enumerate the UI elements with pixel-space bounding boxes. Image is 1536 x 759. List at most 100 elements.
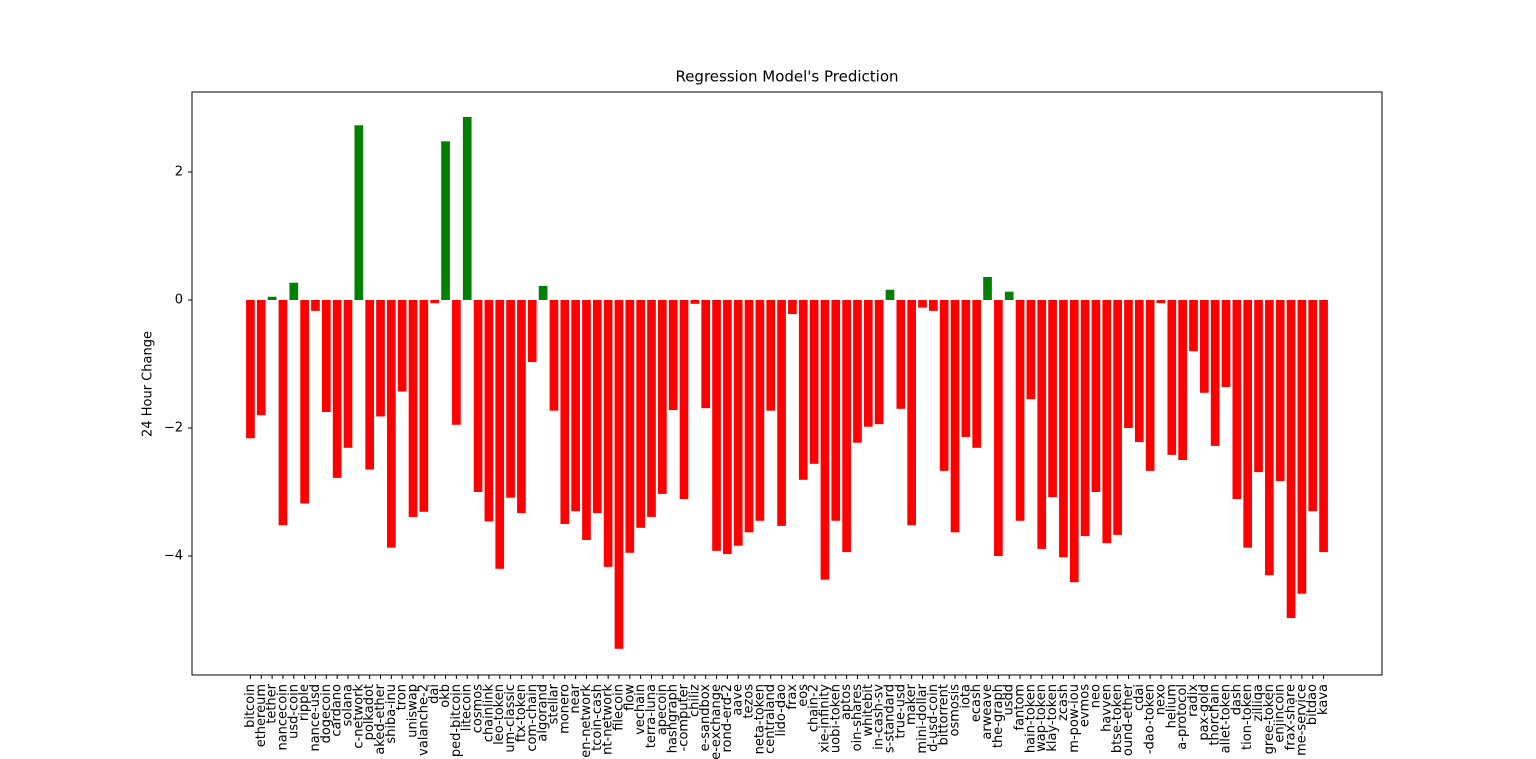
x-tick-label: flow <box>622 684 637 711</box>
bar <box>809 299 819 464</box>
bar <box>874 299 884 425</box>
x-tick-label: tion-token <box>1240 684 1255 750</box>
bar <box>365 299 375 470</box>
bar <box>983 276 992 300</box>
bar <box>1124 299 1133 428</box>
bar <box>473 299 483 492</box>
bar <box>647 299 656 517</box>
bar <box>994 299 1003 556</box>
x-tick-label: neo <box>1088 684 1103 708</box>
bar <box>300 299 309 504</box>
bar <box>885 289 895 300</box>
bar <box>1015 299 1025 521</box>
x-tick-label: e-exchange <box>709 684 724 759</box>
bar <box>907 299 916 526</box>
x-tick-label: aked-ether <box>373 683 388 754</box>
x-tick-label: the-graph <box>991 684 1006 748</box>
x-tick-label: hashgraph <box>666 684 681 753</box>
bar <box>1199 299 1209 393</box>
x-tick-label: mini-dollar <box>915 683 930 753</box>
x-tick-label: filecoin <box>611 684 626 731</box>
bar <box>1037 299 1047 549</box>
x-tick-label: ound-ether <box>1121 683 1136 756</box>
x-tick-label: ftx-token <box>514 684 529 742</box>
x-tick-label: polkadot <box>362 684 377 740</box>
bar <box>1319 299 1328 553</box>
x-tick-label: valanche-2 <box>416 684 431 756</box>
x-tick-label: usd-coin <box>286 684 301 739</box>
bar <box>1156 299 1166 304</box>
bar <box>397 299 407 392</box>
x-tick-label: dai <box>427 684 442 704</box>
bar <box>462 116 472 300</box>
x-tick-label: kava <box>1316 684 1331 715</box>
bar <box>1004 291 1014 300</box>
bar <box>1080 299 1090 537</box>
x-tick-label: havven <box>1099 684 1114 732</box>
x-tick-label: chain-2 <box>807 684 822 732</box>
x-tick-label: gree-token <box>1262 684 1277 754</box>
x-tick-label: maker <box>904 683 919 725</box>
bar <box>267 296 277 300</box>
x-tick-label: hain-token <box>1023 684 1038 753</box>
x-tick-label: monero <box>557 684 572 734</box>
bar <box>289 282 299 300</box>
x-tick-label: -computer <box>677 683 692 751</box>
x-tick-label: eos <box>796 684 811 707</box>
bar <box>733 299 743 546</box>
bar <box>1189 299 1198 352</box>
x-tick-label: in-cash-sv <box>872 684 887 750</box>
bar <box>1286 299 1296 619</box>
x-tick-label: uobi-token <box>828 684 843 753</box>
x-tick-label: whitebit <box>861 684 876 737</box>
x-tick-label: me-service <box>1294 684 1309 756</box>
bar <box>1145 299 1155 471</box>
x-tick-label: bitcoin <box>243 684 258 728</box>
bar <box>842 299 851 553</box>
x-tick-label: cardano <box>330 684 345 737</box>
bar <box>1102 299 1112 544</box>
x-tick-label: tether <box>265 683 280 723</box>
bar <box>961 299 971 437</box>
x-tick-label: oin-shares <box>850 684 865 752</box>
bar <box>950 299 960 533</box>
bar <box>614 299 624 649</box>
x-tick-label: aave <box>731 684 746 716</box>
y-axis-label: 24 Hour Change <box>141 331 156 437</box>
x-tick-label: ripple <box>297 684 312 721</box>
x-tick-label: xie-infinity <box>817 684 832 753</box>
x-tick-label: cosmos <box>471 684 486 733</box>
x-tick-label: usdd <box>1002 684 1017 716</box>
bar <box>1091 299 1101 492</box>
bar <box>452 299 461 425</box>
bar <box>863 299 873 427</box>
x-tick-label: litecoin <box>460 684 475 731</box>
bar <box>1243 299 1253 548</box>
x-tick-label: true-usd <box>893 684 908 739</box>
bar <box>788 299 797 315</box>
bar <box>712 299 721 551</box>
bar <box>430 299 440 304</box>
x-tick-label: bittorrent <box>937 684 952 746</box>
y-tick-label: 0 <box>175 292 183 307</box>
bar <box>560 299 570 524</box>
bar <box>1167 299 1177 455</box>
bar <box>723 299 732 555</box>
x-tick-label: leo-token <box>492 684 507 745</box>
bar <box>343 299 353 448</box>
x-tick-label: dogecoin <box>319 684 334 743</box>
bar <box>592 299 602 514</box>
bar <box>972 299 982 448</box>
x-tick-label: bitdao <box>1305 684 1320 725</box>
x-tick-label: evmos <box>1078 684 1093 727</box>
bar <box>939 299 949 471</box>
bar <box>744 299 754 533</box>
bar <box>636 299 645 528</box>
y-tick-label: −2 <box>164 420 183 435</box>
x-tick-label: dash <box>1229 684 1244 715</box>
bar <box>777 299 786 526</box>
x-tick-label: frax-share <box>1284 684 1299 750</box>
x-tick-label: a-protocol <box>1175 684 1190 750</box>
x-tick-label: terra-luna <box>644 684 659 748</box>
x-tick-label: cdai <box>1132 684 1147 711</box>
